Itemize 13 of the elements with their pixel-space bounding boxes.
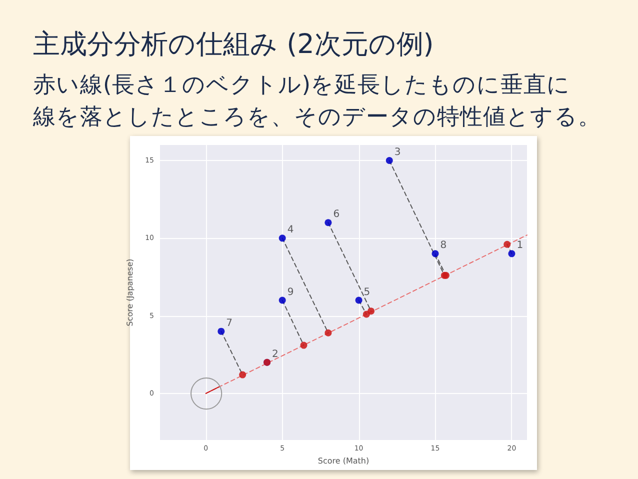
chart-title: 主成分分析の仕組み (2次元の例) (33, 29, 434, 60)
y-axis-title: Score (Japanese) (126, 258, 135, 326)
annotation: 1 (516, 240, 524, 252)
annotation: 9 (287, 286, 294, 298)
chart-subtitle: 赤い線(長さ１のベクトル)を延長したものに垂直に線を落としたところを、そのデータの特性値とする。 (32, 72, 601, 130)
annotation: 4 (287, 224, 294, 236)
annotation: 6 (333, 209, 340, 220)
annotation: 5 (364, 286, 370, 298)
annotation: 7 (226, 318, 233, 329)
annotation: 8 (440, 240, 447, 252)
annotation: 3 (394, 147, 401, 158)
annotation: 2 (272, 348, 278, 360)
x-axis-title: Score (Math) (318, 456, 370, 466)
